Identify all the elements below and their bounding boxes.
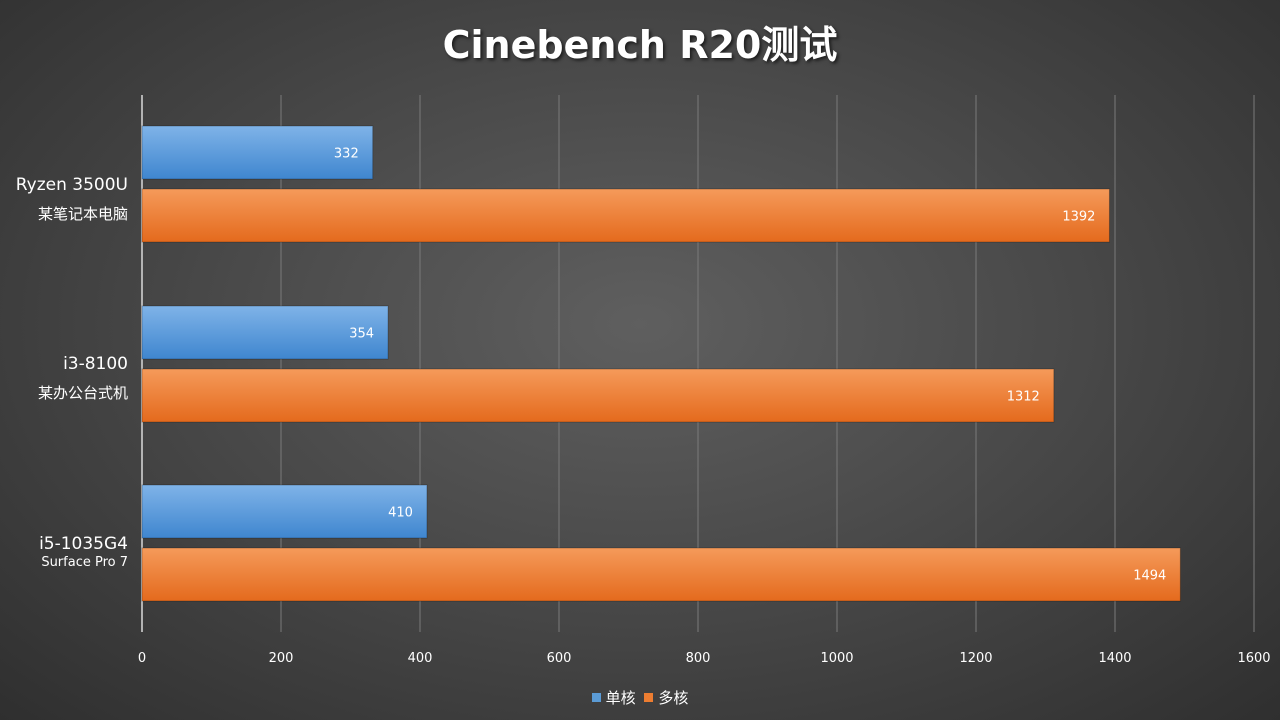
bar-multi-core <box>141 188 1110 243</box>
category-label-device: 某笔记本电脑 <box>37 205 128 223</box>
bar-value-label: 332 <box>334 147 359 162</box>
bar-single-core <box>141 125 374 180</box>
bar-multi-core <box>141 547 1181 602</box>
x-tick-label: 1600 <box>1237 651 1270 666</box>
x-tick-label: 400 <box>408 651 433 666</box>
legend-label-multi: 多核 <box>658 689 689 707</box>
chart-title: Cinebench R20测试 <box>442 23 838 67</box>
legend-label-single: 单核 <box>605 689 636 707</box>
bar-multi-core <box>141 368 1055 423</box>
legend-item-single: 单核 <box>591 687 636 708</box>
legend-item-multi: 多核 <box>644 687 688 708</box>
x-tick-label: 800 <box>686 651 711 666</box>
x-tick-label: 0 <box>138 651 146 666</box>
category-label-device: 某办公台式机 <box>37 384 128 402</box>
bar-single-core <box>141 484 428 539</box>
bars-group: 332 1392 354 1312 410 1494 <box>141 125 1181 602</box>
x-tick-label: 1200 <box>959 651 992 666</box>
grid-lines <box>141 95 1255 632</box>
bar-value-label: 410 <box>388 506 413 521</box>
bar-value-label: 1312 <box>1007 390 1040 405</box>
x-tick-label: 1400 <box>1098 651 1131 666</box>
legend-swatch-single <box>591 693 601 702</box>
category-label-cpu: i3-8100 <box>63 354 128 374</box>
x-tick-label: 200 <box>269 651 294 666</box>
x-axis: 0 200 400 600 800 1000 1200 1400 1600 <box>138 651 1271 666</box>
x-tick-label: 1000 <box>820 651 853 666</box>
legend-swatch-multi <box>644 693 654 702</box>
x-tick-label: 600 <box>547 651 572 666</box>
category-label-cpu: i5-1035G4 <box>39 534 128 554</box>
legend: 单核 多核 <box>0 687 1280 708</box>
bar-single-core <box>141 305 389 360</box>
bar-value-label: 354 <box>349 327 374 342</box>
bar-value-label: 1392 <box>1062 210 1095 225</box>
bar-value-label: 1494 <box>1133 569 1166 584</box>
category-label-cpu: Ryzen 3500U <box>15 175 128 195</box>
category-label-device: Surface Pro 7 <box>41 555 128 570</box>
